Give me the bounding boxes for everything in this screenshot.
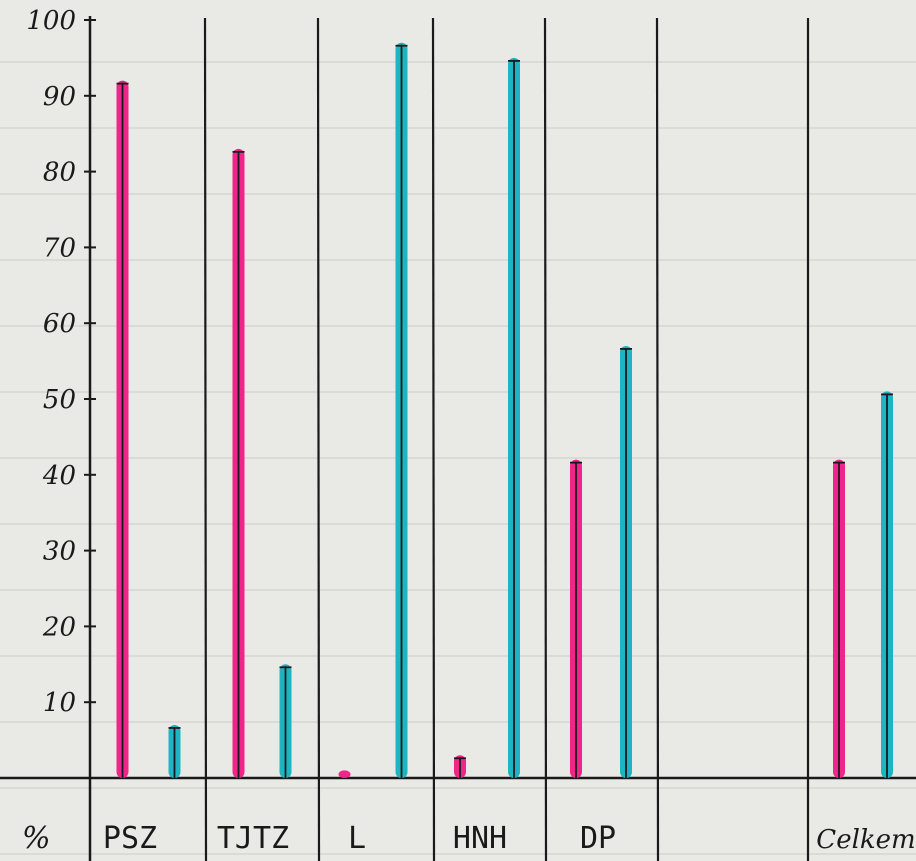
y-tick-label: 50 [43, 385, 76, 415]
column-divider [543, 17, 548, 861]
column-divider [203, 17, 208, 861]
category-labels: PSZ TJTZ L HNH DP Celkem [103, 821, 916, 856]
y-tick-label: 10 [43, 688, 76, 718]
bars [116, 42, 893, 779]
y-tick-label: 80 [43, 158, 76, 188]
y-tick-label: 40 [42, 461, 76, 491]
column-divider [431, 17, 436, 861]
category-label-psz: PSZ [103, 821, 157, 856]
y-tick-label: 60 [43, 309, 76, 339]
y-tick-label: 20 [42, 612, 76, 642]
y-tick-label: 100 [26, 6, 76, 36]
y-tick-label: 70 [43, 233, 76, 263]
category-label-dp: DP [580, 821, 616, 856]
y-axis-label: % [22, 821, 51, 856]
category-label-l: L [348, 821, 366, 856]
column-divider [316, 17, 321, 861]
category-label-tjtz: TJTZ [217, 821, 289, 856]
category-label-hnh: HNH [453, 821, 507, 856]
y-tick-label: 90 [43, 82, 76, 112]
y-ticks: 10 20 30 40 50 60 70 80 90 100 [26, 6, 96, 718]
category-label-celkem: Celkem [816, 825, 915, 855]
bar-1-l [338, 770, 351, 778]
axes [0, 16, 916, 861]
y-tick-label: 30 [43, 537, 76, 567]
column-divider [655, 17, 660, 861]
